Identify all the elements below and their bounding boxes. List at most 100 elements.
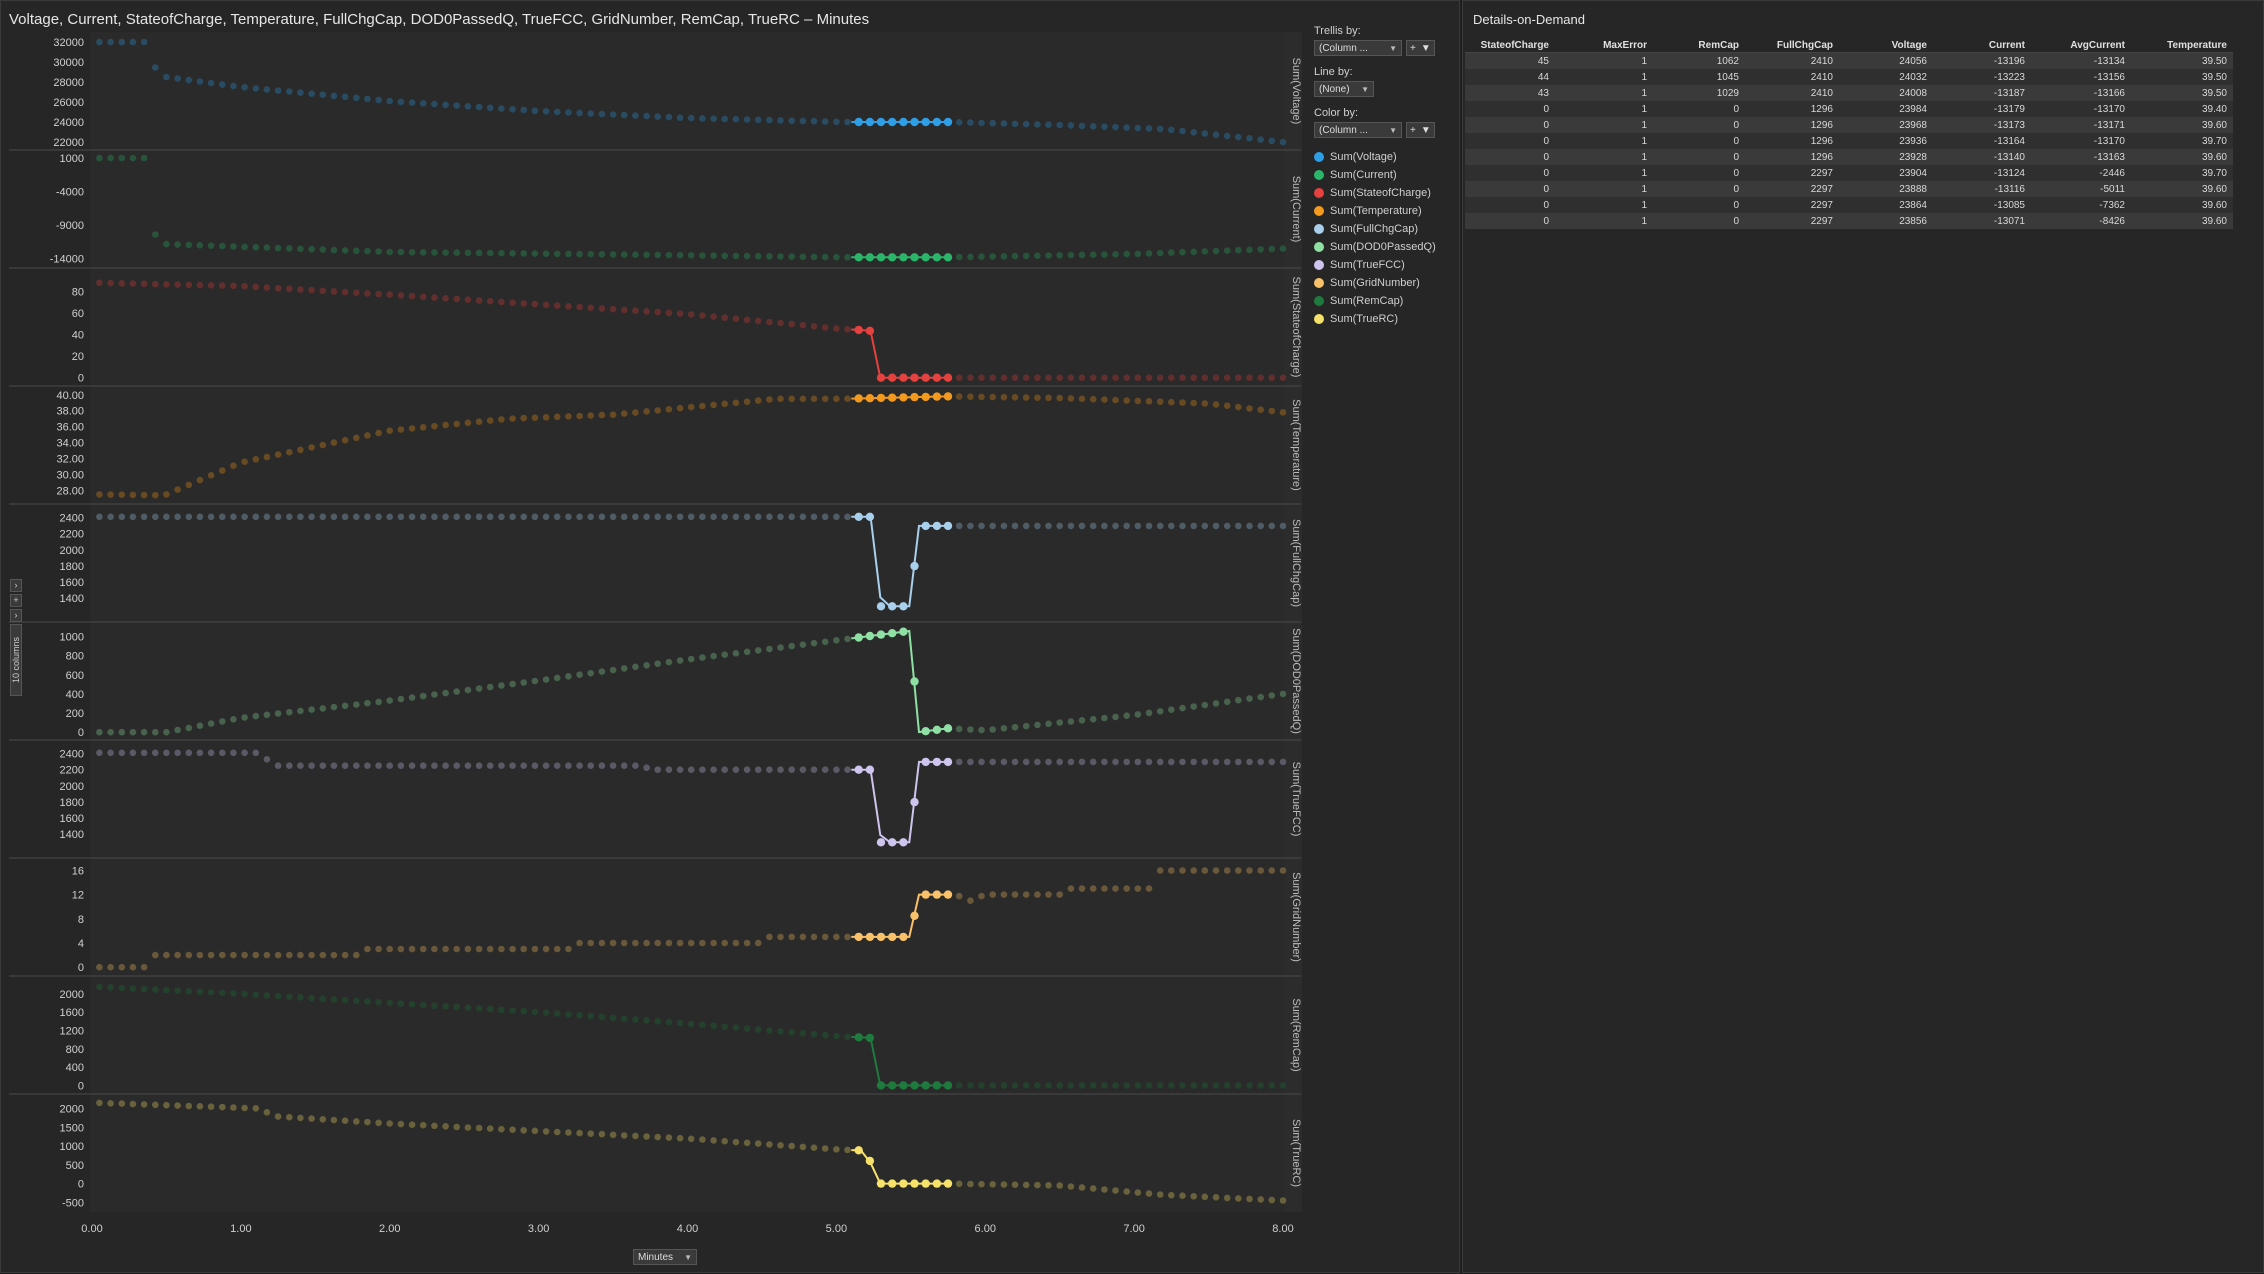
data-point[interactable]	[498, 945, 505, 953]
data-point[interactable]	[1223, 1194, 1231, 1202]
data-point[interactable]	[207, 1103, 215, 1110]
data-point[interactable]	[341, 288, 349, 296]
data-point[interactable]	[1134, 1082, 1142, 1089]
data-point[interactable]	[978, 374, 985, 382]
data-point[interactable]	[810, 1144, 818, 1151]
data-point[interactable]	[598, 251, 606, 258]
data-point[interactable]	[788, 766, 795, 773]
data-point[interactable]	[96, 279, 103, 287]
data-point[interactable]	[1190, 1193, 1197, 1200]
data-point[interactable]	[967, 897, 974, 904]
data-point[interactable]	[364, 762, 371, 769]
data-point[interactable]	[643, 1133, 650, 1140]
data-point[interactable]	[486, 945, 494, 953]
data-point[interactable]	[375, 513, 382, 521]
data-point[interactable]	[1212, 522, 1220, 530]
marked-point[interactable]	[888, 373, 897, 382]
data-point[interactable]	[665, 1134, 673, 1141]
data-point[interactable]	[1279, 1197, 1287, 1204]
data-point[interactable]	[1011, 1181, 1019, 1188]
data-point[interactable]	[163, 73, 170, 81]
color-by-add-button[interactable]: + ▼	[1406, 122, 1435, 138]
data-point[interactable]	[207, 951, 215, 959]
data-point[interactable]	[230, 462, 237, 470]
marked-point[interactable]	[932, 253, 942, 262]
table-row[interactable]: 43 1 1029 2410 24008 -13187 -13166 39.50	[1465, 85, 2233, 101]
data-point[interactable]	[196, 78, 204, 85]
marked-point[interactable]	[854, 512, 863, 521]
data-point[interactable]	[163, 513, 170, 521]
data-point[interactable]	[1246, 695, 1253, 702]
data-point[interactable]	[810, 395, 818, 403]
data-point[interactable]	[576, 109, 583, 117]
trellis-panel[interactable]: 2400 2200 2000 1800 1600 1400 Sum(TrueFCC)	[9, 739, 1302, 847]
data-point[interactable]	[1022, 522, 1030, 530]
data-point[interactable]	[96, 154, 103, 162]
data-point[interactable]	[185, 281, 193, 289]
data-point[interactable]	[1212, 1194, 1220, 1201]
data-point[interactable]	[486, 417, 494, 424]
data-point[interactable]	[654, 113, 661, 120]
data-point[interactable]	[1235, 1082, 1242, 1089]
data-point[interactable]	[1101, 714, 1108, 722]
data-point[interactable]	[442, 421, 449, 429]
marked-point[interactable]	[921, 521, 930, 531]
data-point[interactable]	[721, 115, 728, 123]
data-point[interactable]	[509, 945, 516, 953]
table-row[interactable]: 0 1 0 1296 23984 -13179 -13170 39.40	[1465, 101, 2233, 117]
data-point[interactable]	[598, 1013, 606, 1021]
data-point[interactable]	[687, 939, 695, 947]
data-point[interactable]	[955, 119, 963, 126]
data-point[interactable]	[330, 951, 338, 959]
data-point[interactable]	[799, 766, 807, 773]
data-point[interactable]	[1123, 397, 1130, 404]
data-point[interactable]	[676, 310, 684, 317]
data-point[interactable]	[196, 1103, 204, 1110]
data-point[interactable]	[1011, 522, 1019, 530]
data-point[interactable]	[319, 995, 327, 1003]
data-point[interactable]	[1179, 704, 1186, 712]
data-point[interactable]	[1268, 758, 1276, 766]
data-point[interactable]	[408, 945, 416, 953]
data-point[interactable]	[498, 513, 505, 521]
data-point[interactable]	[152, 749, 159, 757]
data-point[interactable]	[810, 253, 818, 261]
data-point[interactable]	[509, 680, 516, 688]
data-point[interactable]	[1279, 867, 1287, 874]
data-point[interactable]	[464, 103, 472, 110]
marked-point[interactable]	[854, 325, 863, 335]
data-point[interactable]	[274, 1113, 282, 1120]
data-point[interactable]	[609, 1014, 617, 1022]
data-point[interactable]	[553, 108, 561, 116]
data-point[interactable]	[799, 1030, 807, 1037]
data-point[interactable]	[107, 491, 114, 498]
data-point[interactable]	[219, 282, 226, 289]
data-point[interactable]	[1246, 522, 1253, 530]
data-point[interactable]	[1101, 396, 1108, 403]
data-point[interactable]	[1101, 885, 1108, 892]
details-table[interactable]: StateofCharge MaxError RemCap FullChgCap Vol…	[1465, 38, 2233, 229]
data-point[interactable]	[252, 1105, 260, 1112]
data-point[interactable]	[252, 85, 260, 92]
data-point[interactable]	[620, 762, 628, 769]
marked-point[interactable]	[865, 932, 875, 942]
data-point[interactable]	[408, 513, 416, 521]
marked-point[interactable]	[876, 117, 886, 127]
data-point[interactable]	[453, 945, 461, 953]
data-point[interactable]	[196, 242, 204, 249]
marked-point[interactable]	[943, 757, 953, 767]
data-point[interactable]	[364, 998, 371, 1005]
marked-point[interactable]	[865, 117, 875, 127]
data-point[interactable]	[1011, 252, 1019, 260]
data-point[interactable]	[754, 513, 762, 521]
table-row[interactable]: 0 1 0 2297 23864 -13085 -7362 39.60	[1465, 197, 2233, 213]
legend-item[interactable]: Sum(DOD0PassedQ)	[1314, 238, 1458, 256]
data-point[interactable]	[1145, 125, 1153, 132]
marked-point[interactable]	[932, 117, 942, 127]
data-point[interactable]	[1101, 374, 1108, 382]
data-point[interactable]	[1235, 246, 1242, 254]
data-point[interactable]	[297, 951, 304, 959]
data-point[interactable]	[386, 945, 394, 953]
data-point[interactable]	[833, 513, 840, 521]
marked-point[interactable]	[899, 1081, 908, 1090]
